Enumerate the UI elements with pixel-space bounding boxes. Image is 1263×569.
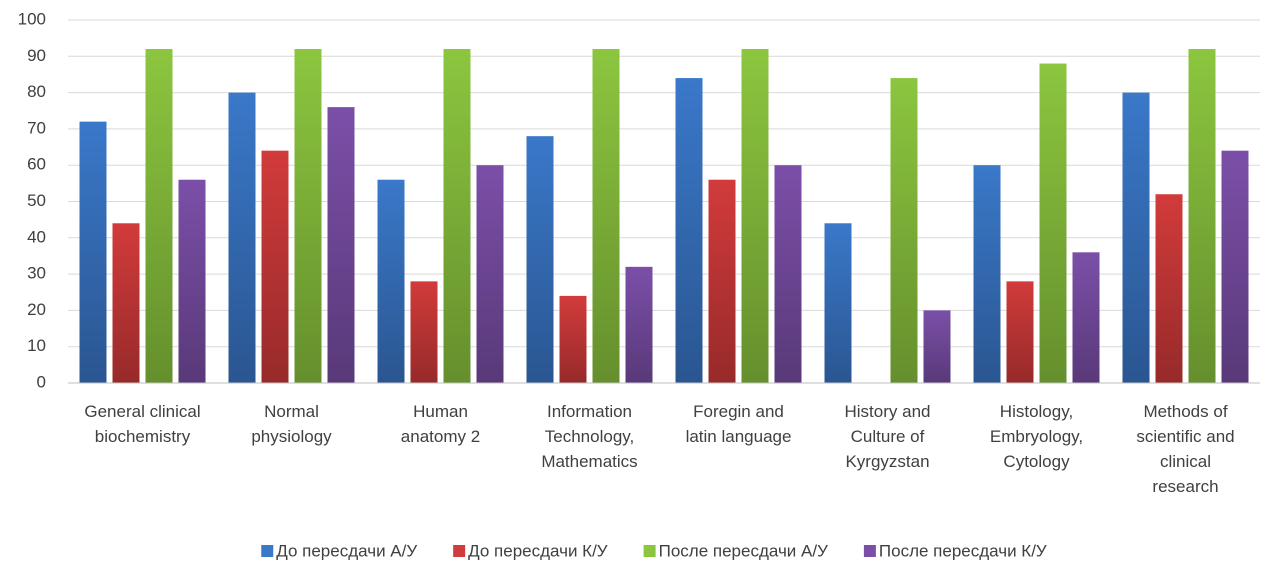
bar xyxy=(1122,92,1150,383)
y-tick-label: 50 xyxy=(27,191,46,210)
x-tick-label: Foregin and latin language xyxy=(686,402,792,446)
bar xyxy=(228,92,256,383)
bar xyxy=(112,223,140,383)
y-tick-label: 10 xyxy=(27,336,46,355)
legend-swatch xyxy=(261,545,274,557)
legend-swatch xyxy=(863,545,876,557)
bar xyxy=(1155,194,1183,383)
bar xyxy=(923,310,951,383)
x-tick-label: General clinical biochemistry xyxy=(84,402,200,446)
bar xyxy=(79,121,107,383)
x-tick-label: Human anatomy 2 xyxy=(401,402,480,446)
bar xyxy=(741,49,769,383)
legend-label: До пересдачи К/У xyxy=(468,541,608,560)
bar xyxy=(824,223,852,383)
bar xyxy=(327,107,355,384)
bar xyxy=(973,165,1001,383)
legend-swatch xyxy=(453,545,466,557)
bar xyxy=(145,49,173,383)
bar xyxy=(261,150,289,383)
bar xyxy=(526,136,554,383)
y-tick-label: 90 xyxy=(27,46,46,65)
bar xyxy=(410,281,438,383)
x-tick-label: Methods of scientific and clinical research xyxy=(1136,402,1234,496)
bar xyxy=(443,49,471,383)
legend-label: После пересдачи К/У xyxy=(879,541,1047,560)
bar xyxy=(294,49,322,383)
y-tick-label: 0 xyxy=(37,372,46,391)
y-tick-label: 30 xyxy=(27,264,46,283)
bar xyxy=(1072,252,1100,383)
y-tick-label: 40 xyxy=(27,227,46,246)
y-tick-label: 100 xyxy=(18,9,46,28)
x-tick-label: Histology, Embryology, Cytology xyxy=(990,402,1083,471)
x-tick-label: History and Culture of Kyrgyzstan xyxy=(845,402,931,471)
bar xyxy=(774,165,802,383)
legend-label: После пересдачи А/У xyxy=(659,541,828,560)
bar xyxy=(592,49,620,383)
bar xyxy=(1039,63,1067,384)
bar xyxy=(559,295,587,383)
y-tick-label: 60 xyxy=(27,155,46,174)
bar xyxy=(476,165,504,383)
x-tick-label: Information Technology, Mathematics xyxy=(541,402,637,471)
legend: До пересдачи А/У До пересдачи К/У После пе… xyxy=(261,541,1047,560)
bar xyxy=(625,266,653,383)
bar xyxy=(1006,281,1034,383)
y-tick-label: 70 xyxy=(27,118,46,137)
bar xyxy=(890,78,918,383)
bar xyxy=(1221,150,1249,383)
y-tick-label: 20 xyxy=(27,300,46,319)
x-tick-label: Normal physiology xyxy=(251,402,332,446)
y-tick-label: 80 xyxy=(27,82,46,101)
legend-label: До пересдачи А/У xyxy=(276,541,417,560)
bar xyxy=(377,179,405,383)
bar xyxy=(708,179,736,383)
bar xyxy=(178,179,206,383)
bar xyxy=(1188,49,1216,383)
bar xyxy=(675,78,703,383)
legend-swatch xyxy=(643,545,656,557)
